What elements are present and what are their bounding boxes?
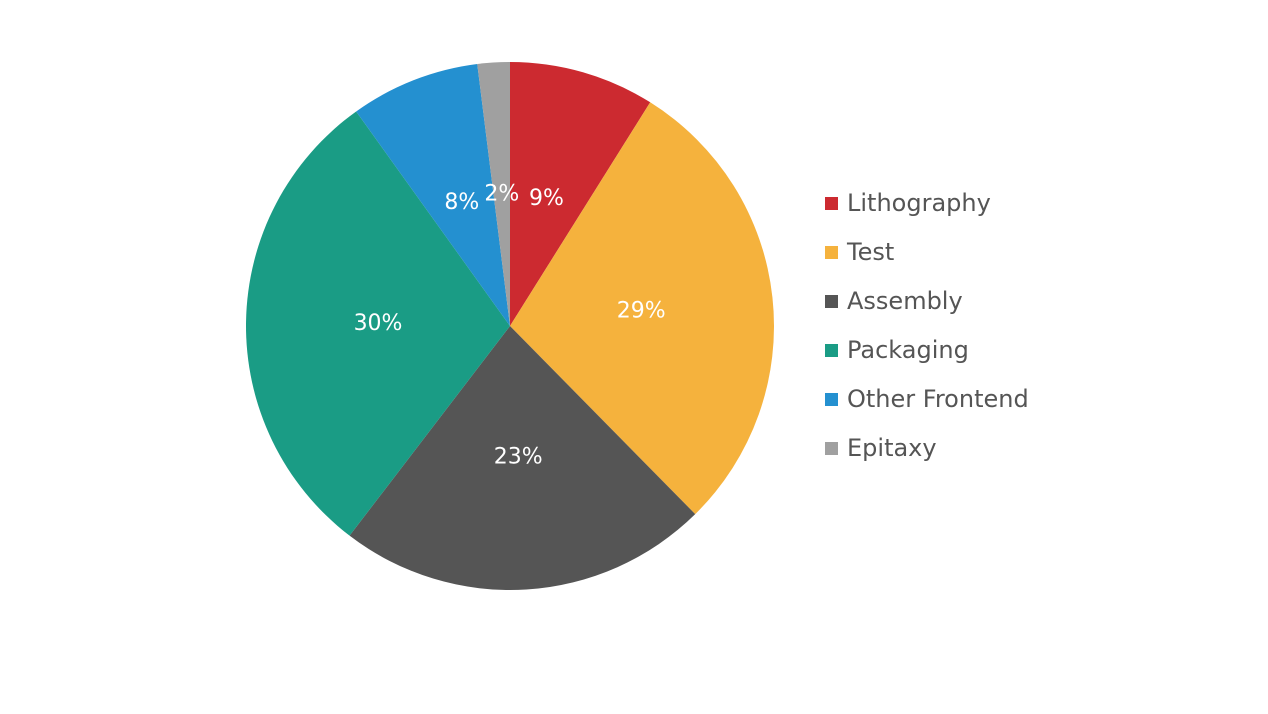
pie-slice [510,102,775,515]
pie-slice [477,62,510,326]
legend-label: Lithography [847,189,991,217]
legend-swatch [825,197,838,210]
value-label: 9% [529,186,564,211]
legend-label: Assembly [847,287,963,315]
legend-label: Packaging [847,336,969,364]
value-label: 29% [617,299,666,324]
value-label: 2% [484,181,519,206]
pie-slice [246,111,511,536]
value-label: 8% [444,190,479,215]
legend-swatch [825,442,838,455]
pie-slice [349,326,696,591]
legend-label: Epitaxy [847,434,937,462]
pie-slice [356,64,510,326]
value-label: 23% [494,445,543,470]
legend-label: Other Frontend [847,385,1029,413]
legend-swatch [825,393,838,406]
pie-slice [510,62,651,326]
legend-swatch [825,295,838,308]
legend-swatch [825,344,838,357]
legend-swatch [825,246,838,259]
value-label: 30% [354,311,403,336]
legend-label: Test [846,238,894,266]
